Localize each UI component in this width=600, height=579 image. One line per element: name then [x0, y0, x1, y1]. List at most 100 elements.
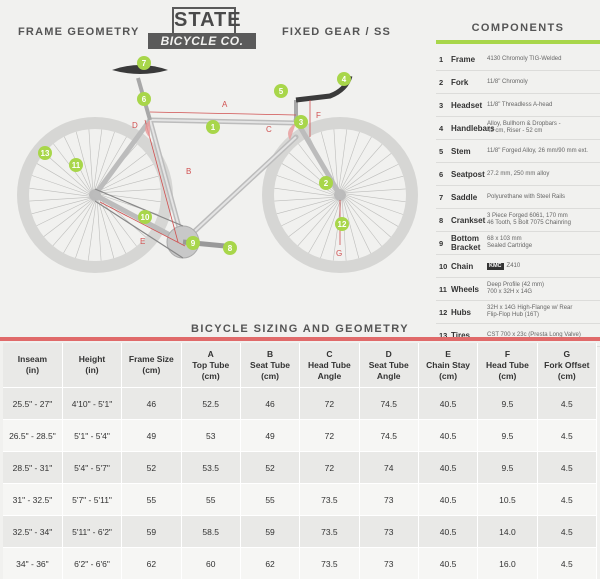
dim-label-a: A [222, 100, 228, 109]
component-value: 68 x 103 mm Sealed Cartridge [487, 236, 600, 250]
table-cell: 34" - 36" [3, 548, 62, 579]
svg-text:6: 6 [142, 95, 147, 104]
sizing-header-cell: F Head Tube (cm) [478, 343, 537, 388]
svg-text:9: 9 [191, 239, 196, 248]
table-cell: 72 [300, 388, 359, 420]
table-cell: 60 [181, 548, 240, 579]
table-cell: 4.5 [537, 452, 596, 484]
component-value: 3 Piece Forged 6061, 170 mm 46 Tooth, 5 … [487, 213, 600, 227]
component-name: Handlebars [449, 124, 487, 133]
sizing-accent-bar [0, 337, 600, 341]
table-cell: 5'1" - 5'4" [62, 420, 121, 452]
component-name: Headset [449, 101, 487, 110]
sizing-header-row: Inseam (in)Height (in)Frame Size (cm)A T… [3, 343, 597, 388]
table-cell: 4.5 [537, 484, 596, 516]
table-cell: 40.5 [418, 484, 477, 516]
dim-label-g: G [336, 249, 342, 258]
sizing-header-cell: Frame Size (cm) [122, 343, 181, 388]
table-cell: 40.5 [418, 548, 477, 579]
callout-10: 10 [138, 210, 152, 224]
table-cell: 72 [300, 452, 359, 484]
component-name: Frame [449, 55, 487, 64]
table-cell: 46 [240, 388, 299, 420]
table-cell: 5'7" - 5'11" [62, 484, 121, 516]
dim-label-c: C [266, 125, 272, 134]
callout-9: 9 [186, 236, 200, 250]
component-value: 11/8" Forged Alloy, 26 mm/90 mm ext. [487, 148, 600, 155]
component-name: Seatpost [449, 170, 487, 179]
sizing-header-cell: G Fork Offset (cm) [537, 343, 596, 388]
table-cell: 62 [122, 548, 181, 579]
table-cell: 26.5" - 28.5" [3, 420, 62, 452]
component-number: 6 [436, 170, 449, 179]
sizing-header-cell: A Top Tube (cm) [181, 343, 240, 388]
table-cell: 59 [240, 516, 299, 548]
component-number: 4 [436, 124, 449, 133]
sizing-header-cell: Inseam (in) [3, 343, 62, 388]
table-cell: 74.5 [359, 388, 418, 420]
sizing-header-cell: D Seat Tube Angle [359, 343, 418, 388]
table-cell: 73 [359, 516, 418, 548]
table-cell: 40.5 [418, 420, 477, 452]
table-cell: 49 [122, 420, 181, 452]
svg-text:4: 4 [342, 75, 347, 84]
component-value: 4130 Chromoly TIG-Welded [487, 56, 600, 63]
table-cell: 6'2" - 6'6" [62, 548, 121, 579]
component-name: Stem [449, 147, 487, 156]
component-value: Polyurethane with Steel Rails [487, 194, 600, 201]
table-cell: 4.5 [537, 516, 596, 548]
table-cell: 9.5 [478, 420, 537, 452]
table-cell: 52 [122, 452, 181, 484]
table-cell: 4'10" - 5'1" [62, 388, 121, 420]
chain-model: Z410 [507, 263, 521, 269]
component-value: 11/8" Threadless A-head [487, 102, 600, 109]
table-cell: 73 [359, 484, 418, 516]
logo-bicycle-co-text: BICYCLE CO. [148, 33, 256, 49]
component-number: 3 [436, 101, 449, 110]
table-cell: 31" - 32.5" [3, 484, 62, 516]
component-number: 12 [436, 308, 449, 317]
component-value: 27.2 mm, 250 mm alloy [487, 171, 600, 178]
table-cell: 73.5 [300, 548, 359, 579]
component-name: Bottom Bracket [449, 234, 487, 252]
sizing-header-cell: Height (in) [62, 343, 121, 388]
sizing-heading: BICYCLE SIZING AND GEOMETRY [0, 323, 600, 335]
svg-text:11: 11 [72, 161, 81, 170]
logo-state-text: STATE [172, 7, 236, 35]
table-cell: 73.5 [300, 516, 359, 548]
component-value: 32H x 14G High-Flange w/ Rear Flip-Flop … [487, 305, 600, 319]
component-number: 2 [436, 78, 449, 87]
component-name: Hubs [449, 308, 487, 317]
dim-label-f: F [316, 111, 321, 120]
svg-text:7: 7 [142, 59, 147, 68]
callout-1: 1 [206, 120, 220, 134]
table-cell: 53.5 [181, 452, 240, 484]
component-value: Alloy, Bullhorn & Dropbars - 42 cm, Rise… [487, 121, 600, 135]
component-value: 11/8" Chromoly [487, 79, 600, 86]
fixed-gear-heading: FIXED GEAR / SS [282, 26, 391, 38]
table-cell: 53 [181, 420, 240, 452]
table-cell: 55 [240, 484, 299, 516]
component-name: Fork [449, 78, 487, 87]
svg-text:3: 3 [299, 118, 304, 127]
sizing-header-cell: E Chain Stay (cm) [418, 343, 477, 388]
table-cell: 59 [122, 516, 181, 548]
callout-4: 4 [337, 72, 351, 86]
table-cell: 9.5 [478, 452, 537, 484]
bike-diagram: A B C D E F G 1 2 3 4 5 6 7 8 9 10 11 12… [0, 50, 434, 320]
component-name: Crankset [449, 216, 487, 225]
table-cell: 62 [240, 548, 299, 579]
svg-text:10: 10 [141, 213, 150, 222]
table-cell: 55 [122, 484, 181, 516]
table-cell: 14.0 [478, 516, 537, 548]
